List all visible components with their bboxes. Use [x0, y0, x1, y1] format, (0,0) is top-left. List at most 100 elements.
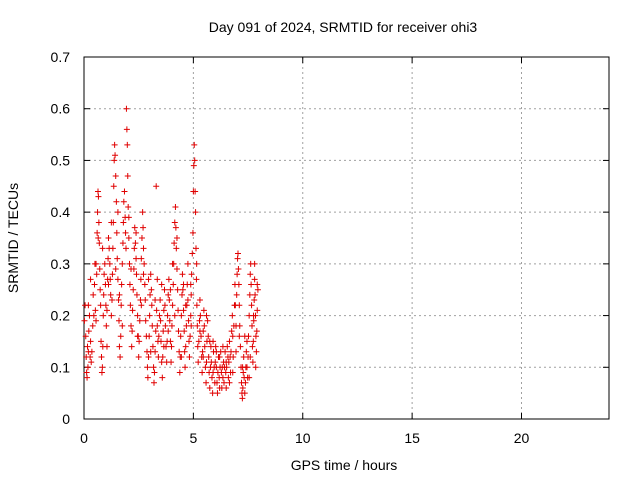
data-point: [107, 276, 114, 283]
data-point: [126, 281, 133, 288]
chart-title: Day 091 of 2024, SRMTID for receiver ohi…: [209, 19, 478, 35]
data-point: [136, 338, 143, 345]
data-point: [94, 209, 101, 216]
data-point: [212, 359, 219, 366]
data-point: [176, 348, 183, 355]
grid-lines: [84, 57, 609, 419]
data-point: [157, 297, 164, 304]
data-point: [101, 260, 108, 267]
data-point: [111, 141, 118, 148]
data-point: [167, 286, 174, 293]
data-point: [166, 317, 173, 324]
data-point: [234, 255, 241, 262]
data-point: [159, 374, 166, 381]
data-point: [93, 317, 100, 324]
data-point: [196, 317, 203, 324]
data-point: [228, 348, 234, 355]
data-point: [228, 328, 235, 335]
data-point: [249, 343, 256, 350]
data-point: [158, 281, 165, 288]
data-point: [206, 384, 213, 391]
data-point: [136, 317, 143, 324]
data-point: [229, 369, 236, 376]
data-point: [157, 317, 164, 324]
y-tick-labels: 0 0.1 0.2 0.3 0.4 0.5 0.6 0.7: [51, 49, 71, 427]
data-point: [92, 307, 99, 314]
data-point: [117, 353, 124, 360]
data-point: [137, 276, 144, 283]
data-point: [160, 307, 167, 314]
data-point: [83, 369, 90, 376]
data-point: [132, 240, 139, 247]
data-point: [125, 235, 132, 241]
data-point: [249, 359, 256, 366]
y-tick-label: 0.4: [51, 204, 71, 220]
data-point: [142, 317, 149, 324]
data-point: [186, 353, 193, 360]
data-point: [173, 235, 180, 241]
data-point: [181, 348, 188, 355]
data-point: [107, 291, 114, 298]
data-point: [147, 271, 154, 278]
data-point: [230, 353, 237, 360]
data-point: [192, 209, 199, 216]
data-point: [84, 364, 91, 371]
data-point: [191, 141, 198, 148]
data-point: [189, 250, 196, 257]
data-point: [95, 193, 102, 200]
y-tick-label: 0.6: [51, 101, 71, 117]
data-point: [147, 348, 154, 355]
data-point: [109, 297, 115, 304]
data-point: [239, 364, 246, 371]
data-point: [188, 271, 195, 278]
data-point: [154, 276, 161, 283]
data-point: [96, 240, 103, 247]
data-point: [166, 297, 173, 304]
data-point: [148, 286, 155, 293]
data-point: [88, 359, 95, 366]
data-point: [254, 286, 261, 293]
data-point: [170, 281, 177, 288]
data-point: [246, 291, 253, 298]
data-point: [213, 348, 220, 355]
data-point: [173, 245, 180, 252]
data-point: [249, 322, 255, 329]
data-point: [242, 379, 249, 386]
data-point: [135, 353, 142, 360]
data-point: [182, 364, 189, 371]
data-point: [126, 260, 133, 267]
data-point: [214, 390, 221, 397]
data-point: [101, 271, 108, 278]
x-tick-label: 0: [80, 430, 88, 446]
data-point: [127, 302, 134, 309]
data-point: [191, 157, 198, 164]
data-point: [144, 364, 151, 371]
data-point: [254, 307, 261, 314]
data-point: [149, 343, 156, 350]
data-point: [179, 286, 186, 293]
data-point: [124, 141, 131, 148]
data-point: [98, 353, 105, 360]
y-tick-label: 0: [62, 411, 70, 427]
data-point: [152, 297, 159, 304]
data-point: [85, 302, 92, 309]
y-tick-label: 0.3: [51, 256, 71, 272]
data-point: [153, 307, 160, 314]
data-point: [186, 338, 192, 345]
data-point: [84, 343, 91, 350]
data-point: [171, 312, 178, 319]
data-point: [223, 364, 230, 371]
data-point: [102, 302, 109, 309]
data-point: [113, 198, 120, 205]
data-point: [203, 312, 210, 319]
data-point: [193, 260, 200, 267]
data-point: [105, 235, 112, 241]
data-point: [188, 291, 195, 298]
data-point: [243, 348, 250, 355]
data-point: [182, 302, 189, 309]
data-point: [240, 369, 247, 376]
data-point: [160, 328, 167, 335]
data-point: [205, 333, 212, 340]
data-point: [187, 333, 194, 340]
data-point: [194, 343, 201, 350]
